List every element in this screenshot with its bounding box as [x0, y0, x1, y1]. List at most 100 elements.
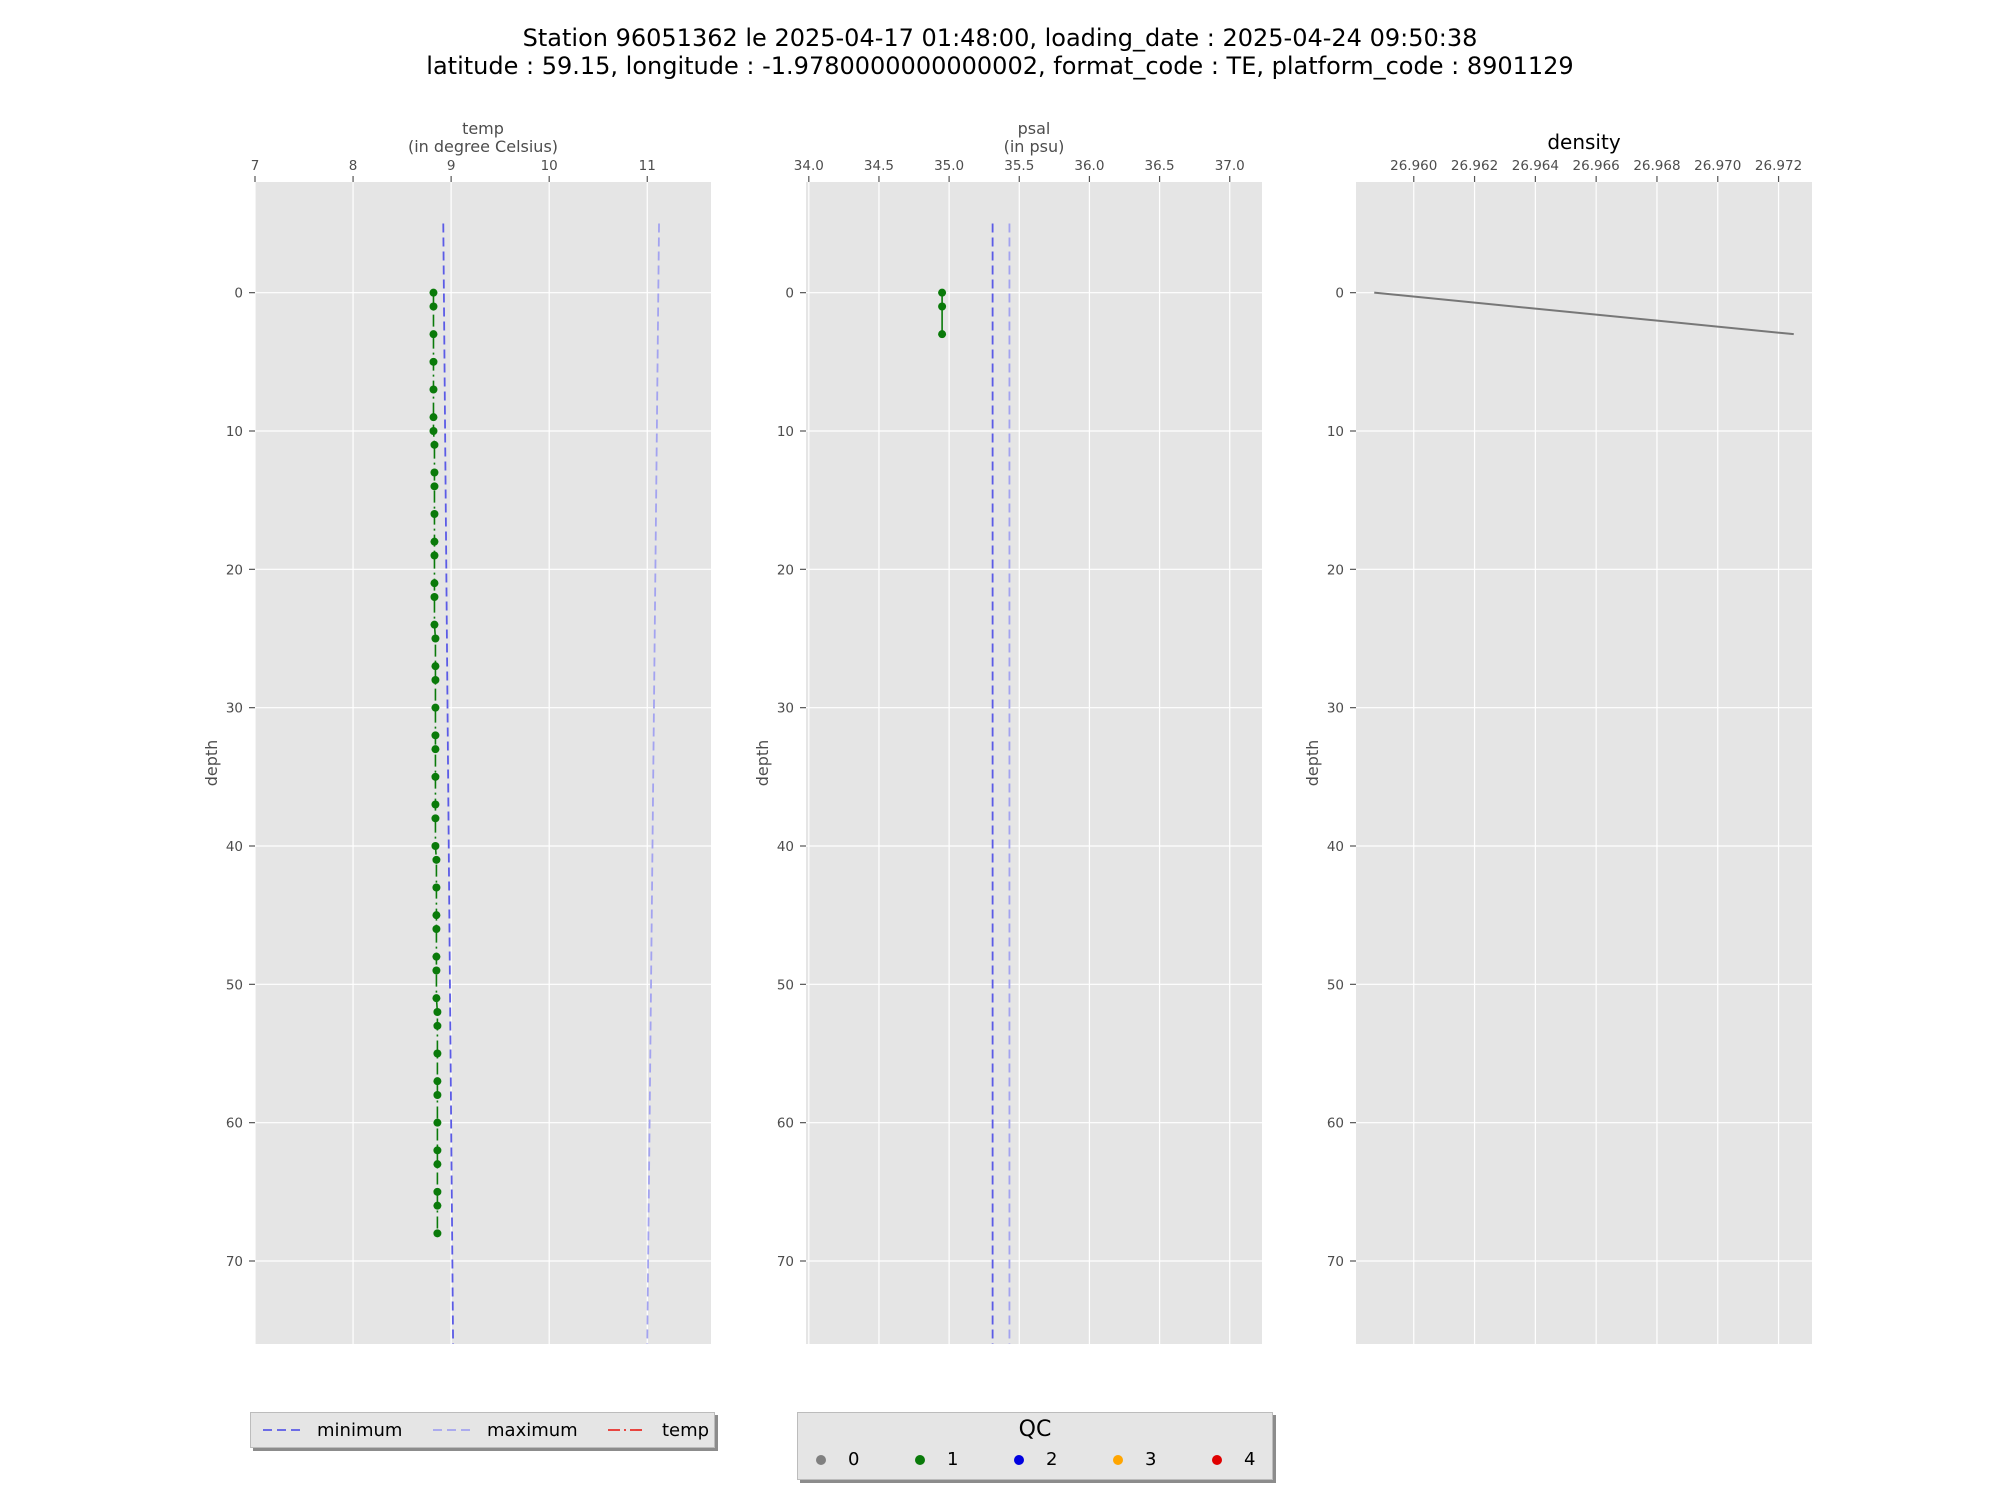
data-point-temp: [430, 593, 439, 601]
data-point-temp: [431, 745, 440, 754]
x-axis-subtitle: (in psu): [1004, 137, 1065, 156]
legend-item-temp: temp: [606, 1413, 709, 1447]
series-density-line: [1374, 291, 1794, 336]
data-point-temp: [429, 302, 438, 311]
y-tick-label: 20: [1327, 562, 1344, 578]
data-point-temp: [430, 551, 439, 560]
qc-legend-label: 4: [1244, 1449, 1256, 1470]
legend-item-minimum: minimum: [261, 1413, 402, 1447]
panel-temp: 7 8 9 10 11 0 10 20 30 40 50 60 70 temp(in degree Cel…: [202, 119, 711, 1345]
qc-dot-icon: [1014, 1454, 1024, 1465]
y-tick-label: 70: [1327, 1254, 1344, 1270]
data-point-temp: [432, 966, 441, 975]
x-tick-label: 10: [541, 158, 558, 174]
x-tick-label: 36.5: [1145, 158, 1175, 174]
y-tick-label: 10: [226, 424, 243, 440]
panel-background: [255, 182, 711, 1344]
figure-title-line1: Station 96051362 le 2025-04-17 01:48:00,…: [522, 24, 1478, 52]
data-point-temp: [430, 468, 439, 477]
y-tick-label: 0: [1335, 286, 1344, 302]
data-point-temp: [432, 911, 441, 920]
data-point-temp: [431, 662, 440, 671]
data-point-temp: [433, 1187, 442, 1196]
figure-title: Station 96051362 le 2025-04-17 01:48:00,…: [0, 24, 2000, 80]
y-tick-label: 10: [777, 424, 794, 440]
series-temp-line: [432, 292, 439, 1234]
legend-label: maximum: [487, 1419, 578, 1441]
x-tick-label: 26.970: [1694, 158, 1741, 174]
data-point-temp: [432, 994, 441, 1003]
qc-dot-icon: [1212, 1454, 1222, 1465]
x-tick-label: 26.972: [1755, 158, 1802, 174]
qc-legend-item-4: 4: [1212, 1449, 1255, 1470]
panel-background: [806, 182, 1262, 1344]
data-point-temp: [429, 427, 438, 435]
panel-density: 26.960 26.962 26.964 26.966 26.968 26.970 26.9…: [1303, 130, 1812, 1344]
y-tick-label: 0: [785, 286, 794, 302]
y-tick-label: 70: [777, 1254, 794, 1270]
series-minimum-line: [442, 223, 454, 1345]
legend-swatch-maximum: [433, 1429, 471, 1431]
y-tick-label: 10: [1327, 424, 1344, 440]
legend-swatch-minimum: [263, 1429, 301, 1431]
panel-title: density: [1547, 130, 1620, 154]
qc-legend-title: QC: [1018, 1417, 1052, 1442]
qc-legend-item-3: 3: [1113, 1449, 1156, 1470]
x-tick-label: 7: [251, 158, 260, 174]
qc-legend-label: 3: [1145, 1449, 1157, 1470]
panel-background: [1356, 182, 1812, 1344]
x-tick-label: 35.5: [1004, 158, 1034, 174]
data-point-temp: [429, 385, 438, 394]
data-point-temp: [431, 814, 440, 823]
qc-dot-icon: [1113, 1454, 1123, 1465]
qc-legend-item-0: 0: [816, 1449, 859, 1470]
data-point-temp: [431, 731, 440, 740]
x-tick-label: 36.0: [1074, 158, 1104, 174]
panel-psal: 34.0 34.5 35.0 35.5 36.0 36.5 37.0 0 10 20 30 40 50 6…: [753, 119, 1262, 1344]
y-axis-title: depth: [753, 740, 772, 787]
data-point-temp: [432, 855, 441, 864]
data-point-psal: [938, 288, 947, 297]
qc-legend-label: 0: [848, 1449, 860, 1470]
data-point-temp: [433, 1118, 442, 1127]
x-tick-label: 11: [639, 158, 656, 174]
x-tick-label: 34.0: [794, 158, 824, 174]
data-point-temp: [429, 413, 438, 422]
y-tick-label: 40: [226, 839, 243, 855]
x-tick-label: 8: [349, 158, 358, 174]
y-tick-label: 70: [226, 1254, 243, 1270]
x-tick-label: 9: [447, 158, 456, 174]
data-point-temp: [433, 1201, 442, 1210]
y-tick-label: 30: [777, 701, 794, 717]
line-style-legend: minimum maximum temp: [250, 1412, 715, 1448]
x-tick-label: 37.0: [1215, 158, 1245, 174]
y-tick-label: 60: [226, 1116, 243, 1132]
y-tick-label: 40: [777, 839, 794, 855]
qc-legend: QC 0 1 2 3 4: [797, 1412, 1273, 1480]
data-point-temp: [429, 330, 438, 339]
data-point-temp: [430, 620, 439, 629]
y-tick-label: 50: [1327, 977, 1344, 993]
y-tick-label: 20: [226, 562, 243, 578]
y-tick-label: 30: [1327, 701, 1344, 717]
y-tick-label: 40: [1327, 839, 1344, 855]
y-axis-title: depth: [1303, 740, 1322, 787]
qc-dot-icon: [915, 1454, 925, 1465]
y-tick-label: 50: [226, 977, 243, 993]
x-axis-title: temp: [462, 119, 504, 138]
qc-legend-item-2: 2: [1014, 1449, 1057, 1470]
data-point-temp: [432, 952, 441, 961]
data-point-temp: [433, 1160, 442, 1169]
data-point-temp: [432, 883, 441, 892]
data-point-psal: [938, 330, 947, 339]
qc-dot-icon: [816, 1454, 826, 1465]
qc-legend-label: 1: [947, 1449, 959, 1470]
x-axis-title: psal: [1018, 119, 1051, 138]
x-axis-subtitle: (in degree Celsius): [408, 137, 558, 156]
data-point-temp: [431, 842, 440, 850]
data-point-temp: [430, 440, 439, 449]
data-point-temp: [429, 288, 438, 297]
y-tick-label: 0: [234, 286, 243, 302]
legend-item-maximum: maximum: [431, 1413, 578, 1447]
